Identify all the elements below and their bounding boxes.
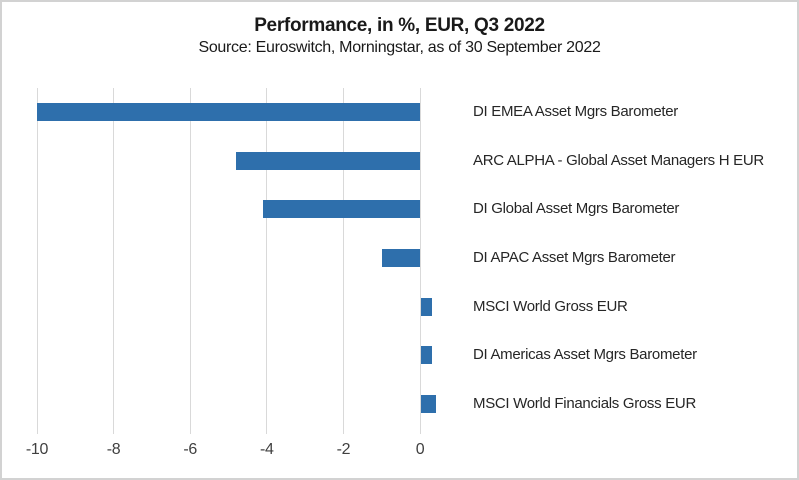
chart-title: Performance, in %, EUR, Q3 2022 — [254, 15, 545, 36]
x-tick-label: -10 — [25, 441, 49, 458]
gridline — [113, 88, 115, 434]
gridline — [419, 88, 421, 434]
x-tick-label: 0 — [415, 441, 425, 458]
x-tick-label: -4 — [259, 441, 274, 458]
bar — [262, 200, 420, 219]
category-label: DI APAC Asset Mgrs Barometer — [473, 249, 676, 266]
category-label: DI EMEA Asset Mgrs Barometer — [473, 103, 678, 121]
bar — [37, 103, 420, 122]
x-tick-label: -6 — [183, 441, 197, 458]
chart-subtitle: Source: Euroswitch, Morningstar, as of 3… — [198, 39, 601, 56]
category-label: DI Americas Asset Mgrs Barometer — [473, 346, 697, 364]
gridline — [342, 88, 344, 434]
x-tick-label: -2 — [336, 441, 351, 458]
category-label: MSCI World Gross EUR — [473, 297, 628, 315]
bar — [381, 249, 420, 267]
gridline — [266, 88, 268, 434]
bar — [420, 346, 432, 365]
gridline — [189, 88, 191, 434]
x-tick-label: -8 — [106, 441, 121, 458]
category-label: DI Global Asset Mgrs Barometer — [473, 200, 680, 218]
bar — [420, 394, 436, 413]
bar — [420, 297, 432, 316]
bar — [236, 151, 420, 170]
category-label: ARC ALPHA - Global Asset Managers H EUR — [473, 151, 764, 169]
category-label: MSCI World Financials Gross EUR — [473, 394, 696, 412]
gridline — [36, 88, 38, 434]
